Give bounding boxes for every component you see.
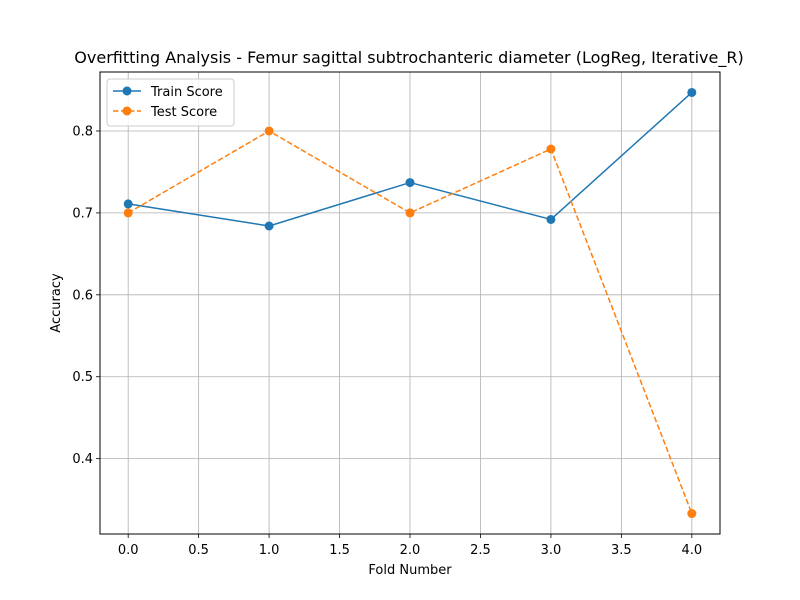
x-tick-label: 2.0 <box>400 543 421 558</box>
test-score-point <box>546 144 556 154</box>
x-tick-label: 0.5 <box>188 543 209 558</box>
legend-test-label: Test Score <box>150 105 217 120</box>
test-score-point <box>264 126 274 136</box>
train-score-point <box>123 199 133 209</box>
legend-test-marker <box>122 106 132 116</box>
train-score-point <box>546 214 556 224</box>
test-score-point <box>405 208 415 218</box>
x-tick-label: 4.0 <box>681 543 702 558</box>
test-score-line <box>127 130 693 514</box>
y-axis-label: Accuracy <box>49 273 64 333</box>
x-tick-label: 0.0 <box>118 543 139 558</box>
train-score-point <box>687 87 697 97</box>
legend-train-label: Train Score <box>150 85 223 100</box>
grid <box>100 72 720 534</box>
chart-title: Overfitting Analysis - Femur sagittal su… <box>74 48 743 68</box>
y-tick-label: 0.8 <box>72 124 93 139</box>
x-tick-label: 2.5 <box>470 543 491 558</box>
y-tick-label: 0.6 <box>72 288 93 303</box>
x-tick-label: 3.5 <box>611 543 632 558</box>
x-axis-label: Fold Number <box>368 563 452 578</box>
train-score-point <box>264 221 274 231</box>
y-tick-label: 0.4 <box>72 452 93 467</box>
x-tick-label: 1.5 <box>329 543 350 558</box>
series-group <box>123 87 697 519</box>
train-score-point <box>405 178 415 188</box>
y-tick-label: 0.5 <box>72 370 93 385</box>
y-axis: 0.4 0.5 0.6 0.7 0.8 <box>72 124 100 467</box>
test-score-point <box>123 208 133 218</box>
y-tick-label: 0.7 <box>72 206 93 221</box>
legend-train-marker <box>122 86 132 96</box>
test-score-point <box>687 509 697 519</box>
legend: Train Score Test Score <box>106 78 235 127</box>
x-tick-label: 3.0 <box>541 543 562 558</box>
x-axis: 0.0 0.5 1.0 1.5 2.0 2.5 3.0 3.5 4.0 <box>118 534 702 558</box>
x-tick-label: 1.0 <box>259 543 280 558</box>
